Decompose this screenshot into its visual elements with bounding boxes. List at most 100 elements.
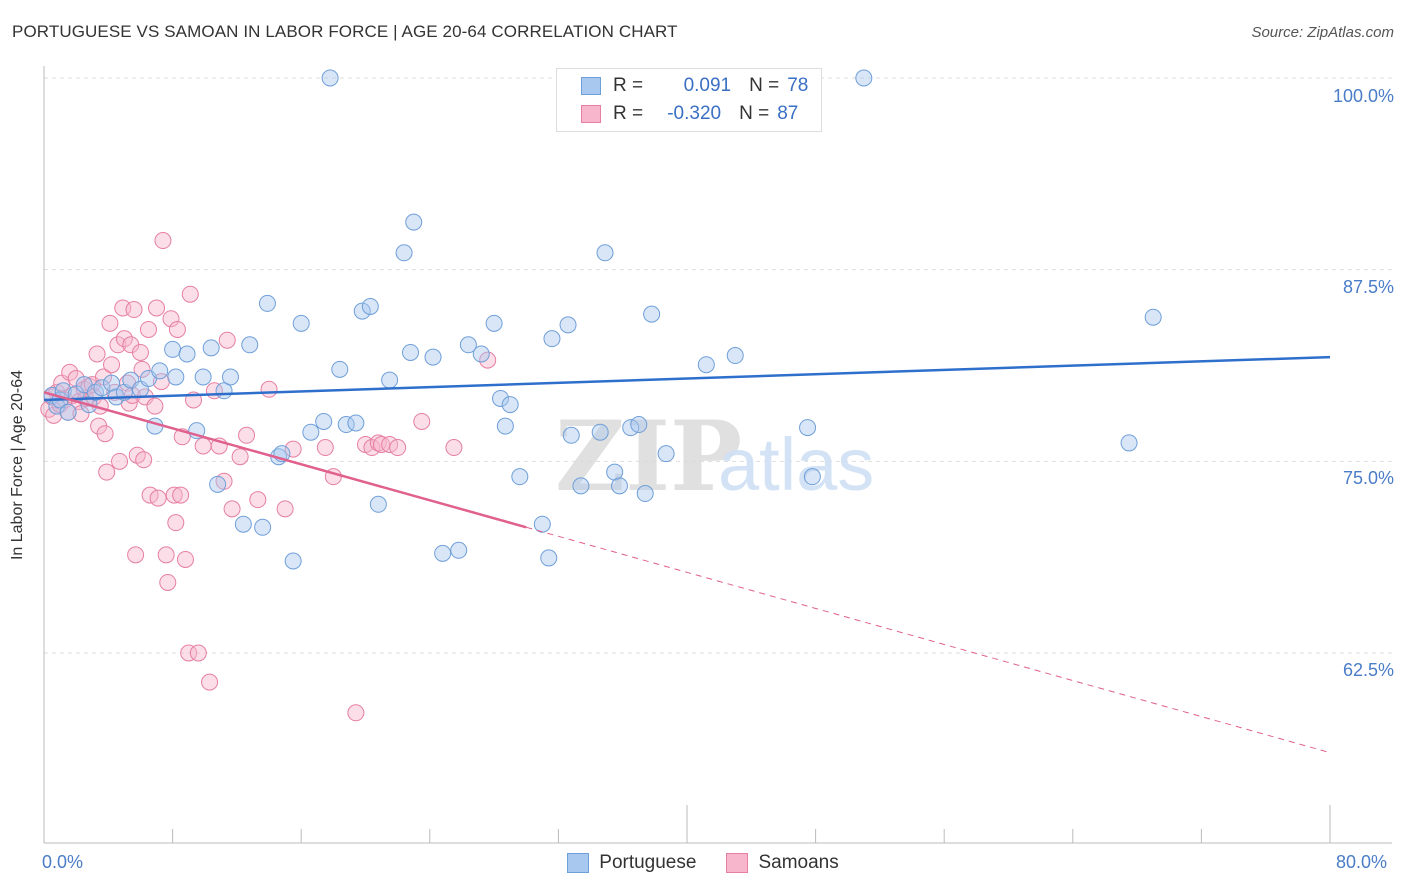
samoan-point [101,314,119,332]
portuguese-point [697,356,715,374]
portuguese-point [321,69,339,87]
portuguese-point [93,379,111,397]
samoan-point [98,463,116,481]
portuguese-point [164,340,182,358]
portuguese-point [402,343,420,361]
portuguese-point [562,426,580,444]
portuguese-point [540,549,558,567]
portuguese-point [492,389,510,407]
portuguese-point [559,316,577,334]
samoan-point [389,439,407,457]
samoan-point [111,452,129,470]
samoan-point [223,500,241,518]
samoan-point [249,491,267,509]
legend-r-value: -0.320 [667,103,722,124]
samoan-point [316,439,334,457]
watermark-atlas: atlas [718,423,874,506]
samoan-trend-line [43,391,527,529]
portuguese-point [630,416,648,434]
samoan-point [148,299,166,317]
samoan-point [260,380,278,398]
samoan-point [45,406,63,424]
axes [43,66,1392,844]
portuguese-point [241,336,259,354]
legend-r-value: 0.091 [683,75,732,96]
samoan-point [413,412,431,430]
portuguese-swatch [581,77,601,95]
portuguese-point [572,477,590,495]
portuguese-point [353,302,371,320]
portuguese-point [591,423,609,441]
samoan-point [165,486,183,504]
samoan-point [131,343,149,361]
legend-r-label: R = [613,103,644,124]
samoan-point [103,356,121,374]
correlation-legend: R = 0.091 N = 78 R = -0.320 N = 87 [556,68,822,132]
portuguese-point [347,414,365,432]
portuguese-point [302,423,320,441]
samoan-point [109,336,127,354]
samoan-point [135,451,153,469]
portuguese-point [511,468,529,486]
portuguese-point [331,360,349,378]
portuguese-point [726,347,744,365]
watermark-zip: ZIP [555,400,742,513]
samoan-swatch [581,105,601,123]
samoan-point [181,285,199,303]
portuguese-point [610,477,628,495]
portuguese-point [459,336,477,354]
y-axis-label: In Labor Force | Age 20-64 [9,369,26,561]
legend-row-portuguese: R = 0.091 N = 78 [581,73,808,99]
legend-label-samoans: Samoans [758,852,839,873]
portuguese-point [450,541,468,559]
samoan-point [231,448,249,466]
samoan-trend-line-extension [526,526,1331,754]
samoan-point [176,550,194,568]
samoan-point [172,486,190,504]
portuguese-point [424,348,442,366]
samoan-point [284,440,302,458]
portuguese-point [209,475,227,493]
portuguese-point [543,330,561,348]
chart-title: PORTUGUESE VS SAMOAN IN LABOR FORCE | AG… [12,22,678,41]
trend-lines [43,355,1331,754]
portuguese-point [596,244,614,262]
portuguese-point [501,396,519,414]
samoan-point [115,330,133,348]
portuguese-point [234,515,252,533]
portuguese-point [855,69,873,87]
samoan-point [218,331,236,349]
portuguese-point [485,314,503,332]
portuguese-point [59,403,77,421]
legend-row-samoan: R = -0.320 N = 87 [581,101,798,127]
series-legend: Portuguese Samoans [0,852,1406,874]
legend-item-portuguese[interactable]: Portuguese [567,852,696,874]
y-tick-87-5: 87.5% [1342,277,1394,297]
x-tick-80: 80.0% [1336,852,1388,872]
grid-lines [44,77,1392,654]
legend-r-label: R = [613,75,644,96]
legend-n-value: 78 [787,75,809,96]
samoan-point [276,500,294,518]
samoan-point [133,360,151,378]
x-tick-0: 0.0% [42,852,84,872]
samoan-point [167,514,185,532]
samoan-point [146,397,164,415]
portuguese-point [636,485,654,503]
portuguese-point [292,314,310,332]
samoan-point [157,546,175,564]
samoan-point [154,232,172,250]
portuguese-point [194,368,212,386]
samoan-point [180,644,198,662]
portuguese-point [221,368,239,386]
portuguese-point [178,345,196,363]
portuguese-point [472,345,490,363]
legend-item-samoans[interactable]: Samoans [726,852,839,874]
portuguese-point [799,419,817,437]
samoan-point [445,439,463,457]
samoan-point [201,673,219,691]
samoan-point [61,363,79,381]
portuguese-points [43,69,1162,570]
portuguese-point [496,417,514,435]
